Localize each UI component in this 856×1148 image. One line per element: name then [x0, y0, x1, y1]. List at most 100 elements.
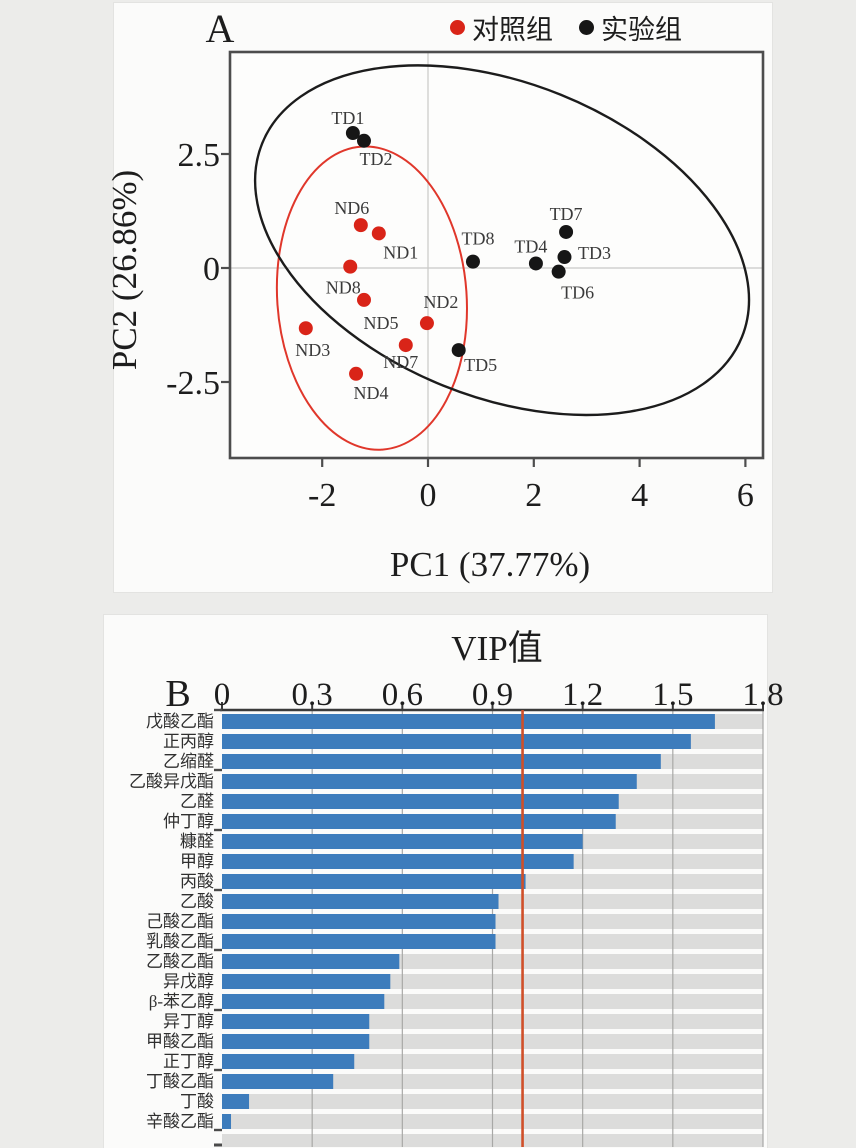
bar-乳酸乙酯: [222, 934, 496, 949]
bar-仲丁醇: [222, 814, 616, 829]
bar-label-乳酸乙酯: 乳酸乙酯: [146, 932, 214, 951]
pc1-axis-title: PC1 (37.77%): [389, 545, 591, 584]
bar-异丁醇: [222, 1014, 370, 1029]
bar-label-乙醛: 乙醛: [180, 792, 214, 811]
bar-乙酸乙酯: [222, 954, 400, 969]
pca-scatter-chart: ND1 ND2 ND3 ND4 ND5 ND6 ND7 ND8 TD1 TD2 TD3 TD4 TD5 T…: [166, 50, 765, 514]
point-label-TD3: TD3: [578, 243, 611, 263]
point-label-ND1: ND1: [383, 242, 418, 262]
bar-label-乙缩醛: 乙缩醛: [163, 752, 214, 771]
bar-辛酸乙酯: [222, 1114, 232, 1129]
scatter-point-TD4: [528, 256, 543, 271]
bar-己酸乙酯: [222, 914, 496, 929]
point-label-TD4: TD4: [514, 236, 547, 256]
scatter-point-ND3: [298, 321, 313, 336]
point-label-ND6: ND6: [334, 198, 369, 218]
x-tick-label: -2: [308, 477, 336, 514]
scatter-point-TD6: [551, 264, 566, 279]
bar-丙酸: [222, 874, 526, 889]
experimental-group-label: 实验组: [601, 15, 682, 45]
group-ellipse-实验组: [253, 64, 751, 417]
scatter-point-ND1: [371, 226, 386, 241]
bar-label-异戊醇: 异戊醇: [163, 972, 214, 991]
scatter-point-ND4: [349, 366, 364, 381]
bar-乙酸: [222, 894, 499, 909]
point-label-ND3: ND3: [295, 340, 330, 360]
bar-label-正丁醇: 正丁醇: [163, 1052, 214, 1071]
bar-x-tick-label: 0.9: [472, 677, 513, 713]
bar-label-辛酸乙酯: 辛酸乙酯: [146, 1112, 214, 1131]
vip-bar-chart: 戊酸乙酯正丙醇乙缩醛乙酸异戊酯乙醛仲丁醇糠醛甲醇丙酸乙酸己酸乙酯乳酸乙酯乙酸乙酯…: [129, 677, 784, 1147]
bar-x-tick-label: 0: [214, 677, 231, 713]
vip-chart-title: VIP值: [451, 629, 543, 668]
panel-a-label: A: [205, 6, 235, 51]
scatter-point-ND5: [356, 292, 371, 307]
scatter-point-TD2: [356, 133, 371, 148]
bar-label-己酸乙酯: 己酸乙酯: [146, 912, 214, 931]
point-label-TD6: TD6: [561, 283, 594, 303]
point-label-TD7: TD7: [550, 204, 583, 224]
bar-x-tick-label: 1.5: [652, 677, 693, 713]
scatter-point-TD1: [345, 126, 360, 141]
bar-label-乙酸乙酯: 乙酸乙酯: [146, 952, 214, 971]
point-label-ND7: ND7: [383, 352, 418, 372]
point-label-TD2: TD2: [359, 149, 392, 169]
bar-label-异丁醇: 异丁醇: [163, 1012, 214, 1031]
bar-label-正丙醇: 正丙醇: [163, 732, 214, 751]
control-group-dot-icon: [450, 20, 465, 35]
point-label-ND8: ND8: [326, 278, 361, 298]
bar-label-乙酸: 乙酸: [180, 892, 214, 911]
panel-b-label: B: [165, 673, 191, 715]
scatter-border: [228, 50, 765, 460]
experimental-group-dot-icon: [579, 20, 594, 35]
bar-甲酸乙酯: [222, 1034, 370, 1049]
y-tick-label: 2.5: [178, 137, 221, 174]
scatter-point-ND2: [419, 316, 434, 331]
control-group-label: 对照组: [472, 15, 553, 45]
y-tick-label: -2.5: [166, 365, 220, 402]
bar-丁酸乙酯: [222, 1074, 334, 1089]
point-label-ND5: ND5: [363, 313, 398, 333]
scatter-point-TD3: [557, 250, 572, 265]
scatter-point-ND6: [353, 218, 368, 233]
bar-label-戊酸乙酯: 戊酸乙酯: [146, 712, 214, 731]
x-tick-label: 2: [525, 477, 542, 514]
pc2-axis-title: PC2 (26.86%): [105, 169, 144, 371]
bar-乙醛: [222, 794, 619, 809]
bar-戊酸乙酯: [222, 714, 715, 729]
y-tick-label: 0: [203, 251, 220, 288]
scatter-point-TD8: [465, 254, 480, 269]
scatter-legend: 对照组 实验组: [450, 8, 682, 47]
bar-label-糠醛: 糠醛: [180, 831, 214, 851]
bar-label-甲醇: 甲醇: [180, 852, 214, 871]
point-label-TD1: TD1: [331, 108, 364, 128]
bar-乙酸异戊酯: [222, 774, 637, 789]
bar-β-苯乙醇: [222, 994, 385, 1009]
bar-甲醇: [222, 854, 574, 869]
point-label-ND2: ND2: [423, 292, 458, 312]
scatter-point-TD5: [451, 343, 466, 358]
bar-label-β-苯乙醇: β-苯乙醇: [149, 992, 214, 1011]
point-label-TD8: TD8: [461, 229, 494, 249]
x-tick-label: 4: [631, 477, 648, 514]
x-tick-label: 6: [737, 477, 754, 514]
bar-异戊醇: [222, 974, 391, 989]
point-label-ND4: ND4: [354, 383, 389, 403]
bar-label-丁酸乙酯: 丁酸乙酯: [146, 1072, 214, 1091]
bar-糠醛: [222, 834, 583, 849]
bar-正丁醇: [222, 1054, 355, 1069]
bar-x-tick-label: 0.6: [382, 677, 423, 713]
point-label-TD5: TD5: [464, 355, 497, 375]
bar-label-甲酸乙酯: 甲酸乙酯: [146, 1032, 214, 1051]
scatter-point-TD7: [559, 224, 574, 239]
bar-label-乙酸异戊酯: 乙酸异戊酯: [129, 772, 214, 791]
bar-正丙醇: [222, 734, 691, 749]
bar-x-tick-label: 1.2: [562, 677, 603, 713]
bar-x-tick-label: 0.3: [292, 677, 333, 713]
bar-丁酸: [222, 1094, 250, 1109]
x-tick-label: 0: [420, 477, 437, 514]
bar-label-仲丁醇: 仲丁醇: [163, 812, 214, 831]
bar-label-丁酸: 丁酸: [180, 1092, 214, 1111]
bar-label-丙酸: 丙酸: [180, 872, 214, 891]
bar-乙缩醛: [222, 754, 661, 769]
